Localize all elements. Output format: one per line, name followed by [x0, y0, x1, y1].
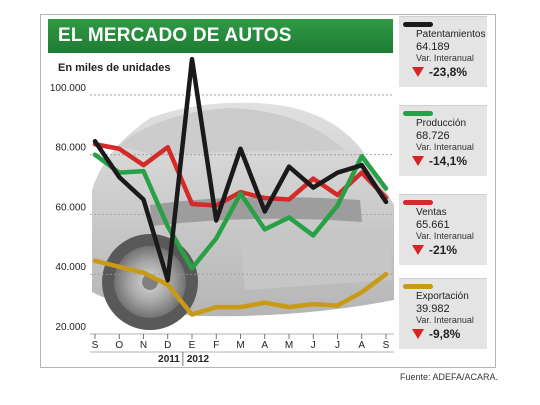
year-label: 2012 — [187, 354, 210, 365]
legend: Patentamientos 64.189 Var. Interanual -2… — [399, 14, 496, 349]
legend-var: -21% — [429, 243, 458, 257]
legend-var-label: Var. Interanual — [416, 231, 474, 241]
legend-name: Patentamientos — [416, 29, 486, 40]
series-line-exportacin — [92, 258, 389, 317]
arrow-down-icon — [412, 245, 424, 255]
title-bar: EL MERCADO DE AUTOS — [48, 19, 393, 53]
x-tick-label: N — [140, 340, 147, 351]
legend-name: Ventas — [416, 207, 447, 218]
x-tick-label: J — [311, 340, 316, 351]
legend-line-patentamientos — [403, 22, 433, 27]
y-tick-label: 60.000 — [55, 202, 86, 213]
series-lines — [92, 56, 389, 317]
x-tick-label: S — [383, 340, 390, 351]
legend-var-label: Var. Interanual — [416, 142, 474, 152]
chart-title: EL MERCADO DE AUTOS — [58, 25, 292, 46]
x-axis: S O N D E F M A M J J A S 2011 2012 — [90, 334, 394, 366]
legend-var: -23,8% — [429, 65, 468, 79]
x-tick-label: O — [115, 340, 123, 351]
legend-value: 39.982 — [416, 303, 450, 315]
x-tick-label: S — [92, 340, 99, 351]
legend-line-exportacion — [403, 284, 433, 289]
car-illustration — [92, 102, 394, 330]
x-tick-label: M — [236, 340, 244, 351]
series-line-patentamientos — [92, 56, 389, 283]
source-note: Fuente: ADEFA/ACARA. — [400, 372, 499, 382]
legend-value: 65.661 — [416, 219, 450, 231]
y-tick-label: 40.000 — [55, 262, 86, 273]
x-tick-label: D — [164, 340, 171, 351]
legend-var-label: Var. Interanual — [416, 315, 474, 325]
y-tick-label: 20.000 — [55, 322, 86, 333]
legend-line-ventas — [403, 200, 433, 205]
legend-value: 64.189 — [416, 41, 450, 53]
x-tick-label: A — [358, 340, 365, 351]
y-axis-ticks: 20.000 40.000 60.000 80.000 100.000 — [50, 83, 87, 333]
arrow-down-icon — [412, 67, 424, 77]
legend-var: -9,8% — [429, 327, 461, 341]
legend-var-label: Var. Interanual — [416, 53, 474, 63]
chart-subtitle: En miles de unidades — [58, 62, 171, 74]
legend-name: Producción — [416, 118, 467, 129]
arrow-down-icon — [412, 156, 424, 166]
legend-var: -14,1% — [429, 154, 468, 168]
y-tick-label: 100.000 — [50, 83, 87, 94]
x-tick-label: F — [213, 340, 219, 351]
gridlines — [90, 94, 394, 335]
year-label: 2011 — [158, 354, 180, 365]
y-tick-label: 80.000 — [55, 143, 86, 154]
x-tick-label: J — [335, 340, 340, 351]
x-tick-label: M — [285, 340, 293, 351]
legend-name: Exportación — [416, 291, 469, 302]
arrow-down-icon — [412, 329, 424, 339]
x-tick-label: A — [261, 340, 268, 351]
legend-line-produccion — [403, 111, 433, 116]
x-tick-label: E — [189, 340, 196, 351]
legend-value: 68.726 — [416, 130, 450, 142]
series-line-produccin — [92, 152, 389, 271]
